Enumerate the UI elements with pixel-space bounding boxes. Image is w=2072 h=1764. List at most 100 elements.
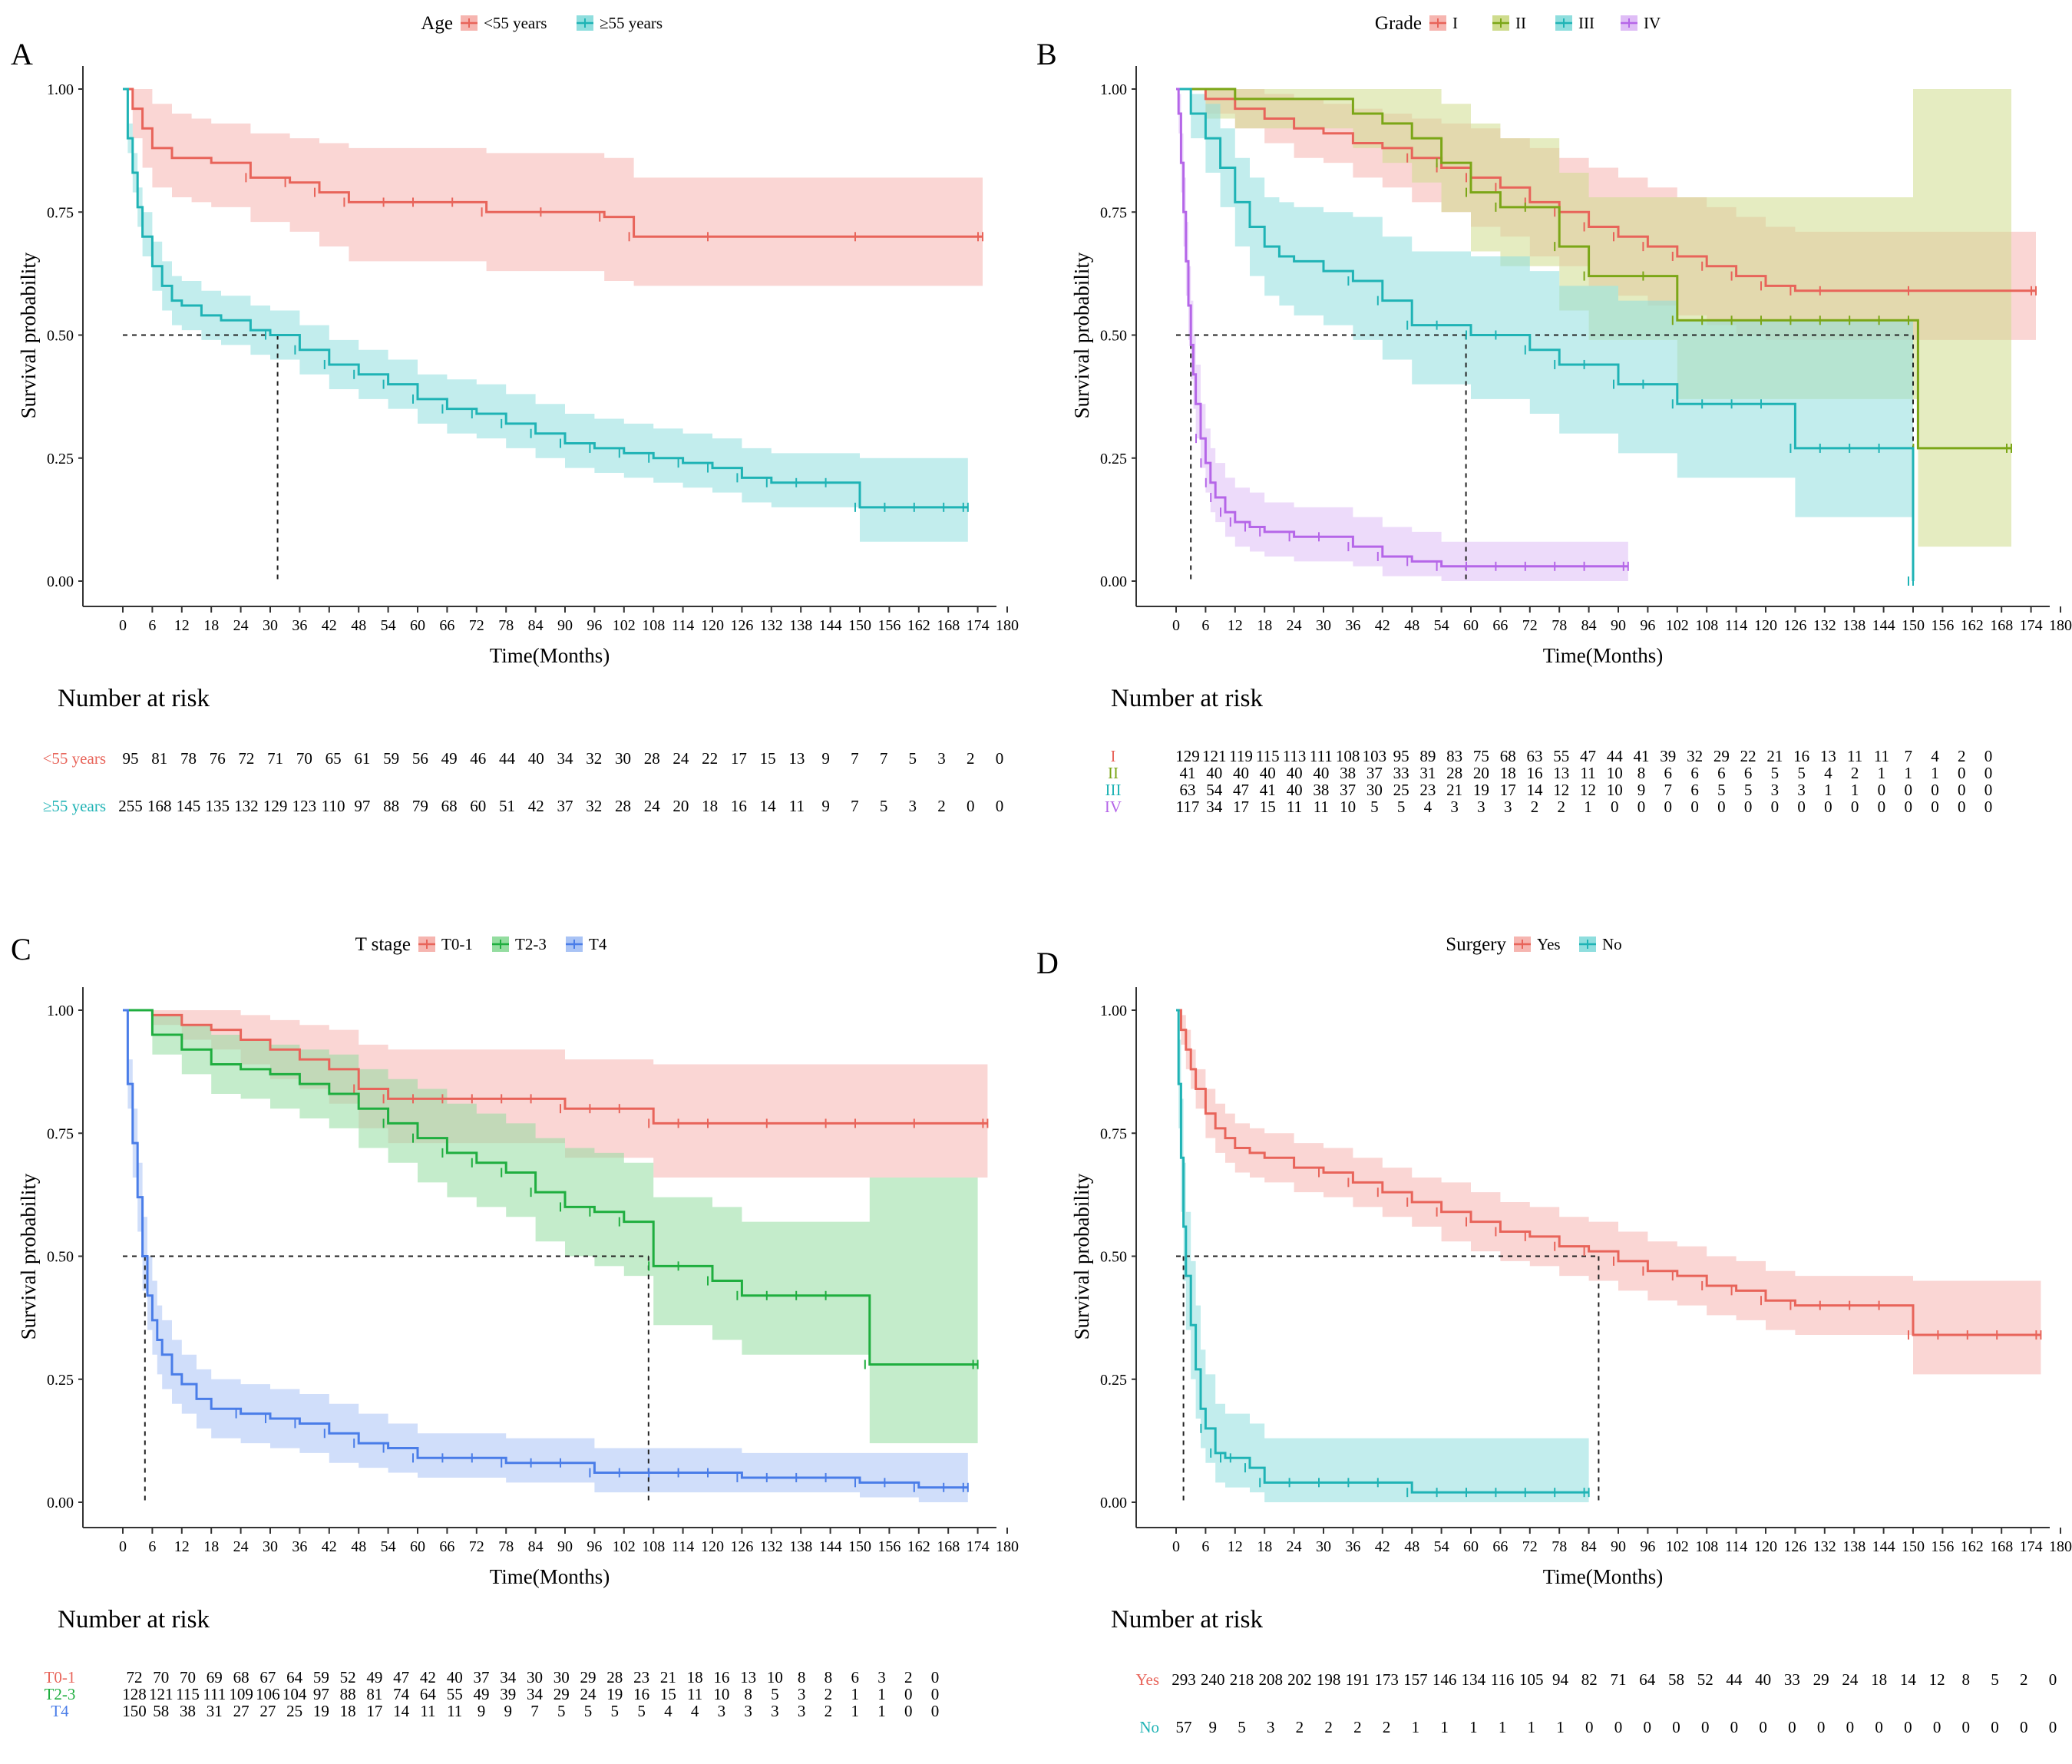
risk-count: 7 [1664, 781, 1673, 799]
risk-count: 9 [478, 1702, 486, 1720]
risk-count: 293 [1171, 1670, 1196, 1689]
x-tick-label: 102 [1666, 617, 1689, 634]
x-tick-label: 84 [528, 1538, 544, 1555]
risk-count: 88 [383, 797, 399, 815]
y-tick-label: 1.00 [47, 1003, 74, 1019]
risk-count: 0 [1984, 798, 1993, 816]
risk-count: 12 [1553, 781, 1569, 799]
risk-count: 33 [1784, 1670, 1800, 1689]
risk-count: 4 [1824, 764, 1832, 782]
risk-count: 10 [1340, 798, 1356, 816]
risk-count: 17 [366, 1702, 382, 1720]
risk-count: 0 [1878, 781, 1886, 799]
risk-count: 49 [441, 749, 458, 768]
x-tick-label: 132 [760, 1538, 783, 1555]
risk-count: 3 [1477, 798, 1485, 816]
x-tick-label: 12 [174, 617, 190, 634]
risk-count: 150 [122, 1702, 147, 1720]
risk-count: 64 [1639, 1670, 1656, 1689]
legend-label: II [1515, 14, 1526, 32]
panel-letter: D [1036, 946, 1059, 980]
x-tick-label: 108 [1695, 1538, 1718, 1555]
risk-count: 0 [996, 797, 1004, 815]
risk-count: 168 [147, 797, 172, 815]
x-tick-label: 84 [1581, 1538, 1597, 1555]
risk-count: 71 [1611, 1670, 1627, 1689]
risk-count: 2 [1557, 798, 1565, 816]
x-tick-label: 0 [119, 617, 127, 634]
risk-count: 25 [1393, 781, 1409, 799]
risk-count: 0 [1690, 798, 1699, 816]
risk-row: ≥55 years 255 168 145 135 132 129 123 110 97 88 79 6… [43, 797, 1003, 815]
risk-row: <55 years 95 81 78 76 72 71 70 65 61 59 56 49 46 44 40 3… [43, 749, 1004, 768]
x-tick-label: 120 [701, 617, 724, 634]
risk-count: 3 [877, 1668, 886, 1686]
risk-count: 2 [1958, 747, 1966, 765]
risk-count: 0 [1958, 764, 1966, 782]
legend-label: ≥55 years [600, 14, 663, 32]
risk-count: 1 [1851, 781, 1859, 799]
risk-count: 3 [1450, 798, 1459, 816]
risk-count: 1 [851, 1685, 859, 1703]
x-tick-label: 174 [2020, 1538, 2043, 1555]
risk-count: 104 [283, 1685, 307, 1703]
y-tick-label: 0.50 [1100, 1249, 1127, 1266]
risk-row-label: No [1139, 1718, 1159, 1736]
risk-count: 9 [504, 1702, 512, 1720]
risk-count: 14 [760, 797, 777, 815]
risk-count: 0 [1904, 781, 1912, 799]
risk-count: 129 [1175, 747, 1200, 765]
risk-count: 15 [1260, 798, 1276, 816]
survival-curve [123, 88, 983, 238]
x-tick-label: 114 [672, 617, 694, 634]
risk-count: 208 [1258, 1670, 1283, 1689]
y-tick-label: 0.25 [47, 1372, 74, 1389]
risk-count: 2 [937, 797, 946, 815]
survival-curve [1176, 88, 1915, 581]
risk-count: 3 [1771, 781, 1780, 799]
x-tick-label: 18 [1257, 1538, 1272, 1555]
legend-label: III [1578, 14, 1594, 32]
risk-count: 7 [851, 797, 859, 815]
risk-count: 72 [238, 749, 254, 768]
risk-count: 1 [1499, 1718, 1507, 1736]
x-tick-label: 18 [203, 1538, 219, 1555]
x-tick-label: 168 [1990, 617, 2013, 634]
risk-count: 5 [909, 749, 917, 768]
risk-row-label: T0-1 [45, 1668, 76, 1686]
risk-count: 40 [1287, 764, 1303, 782]
ci-band-55years [123, 89, 983, 286]
risk-count: 7 [530, 1702, 539, 1720]
x-tick-label: 54 [381, 1538, 396, 1555]
risk-row-label: T2-3 [45, 1685, 76, 1703]
risk-count: 5 [1717, 781, 1726, 799]
risk-count: 121 [149, 1685, 173, 1703]
y-tick-label: 0.75 [47, 204, 74, 221]
risk-count: 0 [1933, 1718, 1941, 1736]
risk-count: 14 [393, 1702, 410, 1720]
ci-band-55years [123, 89, 968, 542]
risk-count: 23 [1419, 781, 1436, 799]
risk-count: 0 [1991, 1718, 1999, 1736]
risk-row-label: II [1108, 764, 1119, 782]
risk-count: 2 [1531, 798, 1539, 816]
risk-count: 21 [1766, 747, 1783, 765]
risk-count: 24 [580, 1685, 597, 1703]
x-tick-label: 48 [351, 1538, 366, 1555]
risk-count: 2 [967, 749, 975, 768]
risk-count: 1 [1931, 764, 1939, 782]
risk-count: 0 [2049, 1718, 2057, 1736]
x-tick-label: 66 [1492, 1538, 1508, 1555]
x-tick-label: 30 [1316, 1538, 1331, 1555]
x-tick-label: 12 [174, 1538, 190, 1555]
risk-count: 52 [1697, 1670, 1713, 1689]
x-axis-title: Time(Months) [490, 1565, 610, 1588]
risk-count: 4 [1931, 747, 1939, 765]
risk-count: 173 [1374, 1670, 1399, 1689]
risk-count: 2 [825, 1685, 833, 1703]
risk-count: 41 [1260, 781, 1276, 799]
risk-count: 64 [286, 1668, 303, 1686]
legend-key [1621, 15, 1637, 31]
y-tick-label: 0.25 [47, 451, 74, 467]
